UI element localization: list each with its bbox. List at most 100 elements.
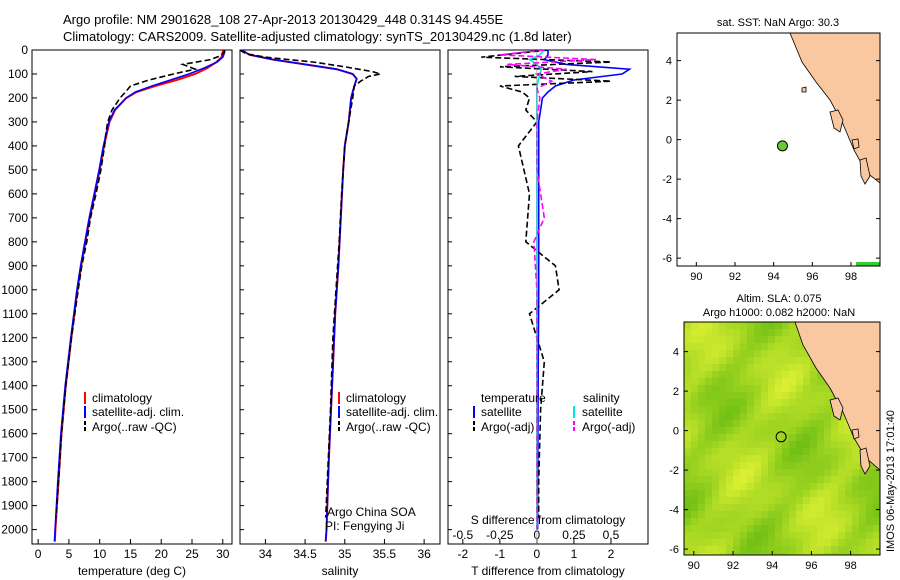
sla-cell: [803, 504, 811, 512]
sla-cell: [691, 427, 699, 435]
sla-cell: [698, 525, 706, 533]
imos-credit: IMOS 06-May-2013 17:01:40: [885, 410, 897, 552]
sla-cell: [726, 511, 734, 519]
sla-cell: [852, 511, 860, 519]
sla-cell: [684, 518, 692, 526]
t-diff-argo-line: [481, 50, 612, 518]
sla-cell: [754, 525, 762, 533]
sla-cell: [754, 434, 762, 442]
x-tick-label: 30: [216, 547, 230, 561]
sla-cell: [712, 518, 720, 526]
sst-map-axes: 90 92 94 96 98 -6 -4 -2 0 2 4: [662, 56, 880, 283]
sla-cell: [768, 532, 776, 540]
sla-cell: [810, 371, 818, 379]
sla-cell: [824, 399, 832, 407]
sla-cell: [810, 448, 818, 456]
sla-cell: [691, 553, 699, 555]
salinity-xlabel: salinity: [322, 564, 359, 578]
sla-cell: [817, 427, 825, 435]
sla-cell: [796, 343, 804, 351]
sla-cell: [719, 385, 727, 393]
series-group: [481, 50, 632, 530]
sla-cell: [796, 385, 804, 393]
sla-cell: [726, 350, 734, 358]
sla-cell: [684, 441, 692, 449]
sla-cell: [705, 420, 713, 428]
sla-cell: [726, 455, 734, 463]
sla-cell: [817, 434, 825, 442]
sla-cell: [733, 539, 741, 547]
sla-cell: [684, 532, 692, 540]
sla-cell: [768, 483, 776, 491]
sla-cell: [719, 553, 727, 555]
depth-tick-label: 200: [8, 91, 28, 105]
sla-cell: [824, 406, 832, 414]
map-y-tick-label: 2: [673, 386, 679, 398]
sla-cell: [712, 399, 720, 407]
sla-cell: [712, 441, 720, 449]
sla-cell: [775, 441, 783, 449]
sla-cell: [852, 539, 860, 547]
sla-cell: [768, 511, 776, 519]
sla-cell: [796, 378, 804, 386]
island-shape: [851, 138, 860, 150]
sla-cell: [740, 364, 748, 372]
sla-cell: [726, 420, 734, 428]
sla-cell: [789, 385, 797, 393]
sla-cell: [866, 532, 874, 540]
sla-cell: [796, 357, 804, 365]
temperature-xlabel: temperature (deg C): [78, 564, 186, 578]
sla-cell: [747, 329, 755, 337]
sla-cell: [698, 539, 706, 547]
sla-cell: [831, 497, 839, 505]
sla-cell: [775, 322, 783, 330]
sla-cell: [796, 434, 804, 442]
sla-cell: [740, 511, 748, 519]
sla-cell: [838, 532, 846, 540]
sla-cell: [789, 399, 797, 407]
sla-cell: [733, 322, 741, 330]
sla-cell: [775, 329, 783, 337]
sla-cell: [775, 343, 783, 351]
sla-cell: [789, 413, 797, 421]
sla-cell: [698, 385, 706, 393]
sla-cell: [775, 378, 783, 386]
sla-cell: [747, 553, 755, 555]
sla-cell: [761, 462, 769, 470]
sla-cell: [705, 392, 713, 400]
x-tick-label: 36: [417, 547, 431, 561]
sla-cell: [782, 525, 790, 533]
sla-cell: [803, 511, 811, 519]
sla-cell: [754, 455, 762, 463]
salinity-legend: climatology satellite-adj. clim. Argo(..…: [338, 391, 438, 434]
sla-cell: [761, 322, 769, 330]
sla-cell: [684, 483, 692, 491]
sla-cell: [796, 511, 804, 519]
sla-cell: [817, 455, 825, 463]
map-x-tick-label: 94: [766, 560, 778, 572]
sla-cell: [740, 525, 748, 533]
sla-cell: [747, 434, 755, 442]
sla-cell: [747, 511, 755, 519]
sla-cell: [691, 539, 699, 547]
sla-cell: [719, 357, 727, 365]
sla-cell: [740, 357, 748, 365]
sla-cell: [761, 483, 769, 491]
sla-cell: [866, 525, 874, 533]
sla-cell: [691, 462, 699, 470]
sla-cell: [768, 448, 776, 456]
sla-cell: [789, 490, 797, 498]
sla-cell: [691, 329, 699, 337]
sla-cell: [803, 490, 811, 498]
sla-cell: [852, 497, 860, 505]
sla-cell: [789, 336, 797, 344]
sla-cell: [705, 427, 713, 435]
sla-cell: [733, 553, 741, 555]
sla-cell: [712, 329, 720, 337]
sla-cell: [810, 392, 818, 400]
sla-cell: [684, 469, 692, 477]
sla-cell: [726, 462, 734, 470]
sla-cell: [838, 511, 846, 519]
sla-cell: [712, 476, 720, 484]
